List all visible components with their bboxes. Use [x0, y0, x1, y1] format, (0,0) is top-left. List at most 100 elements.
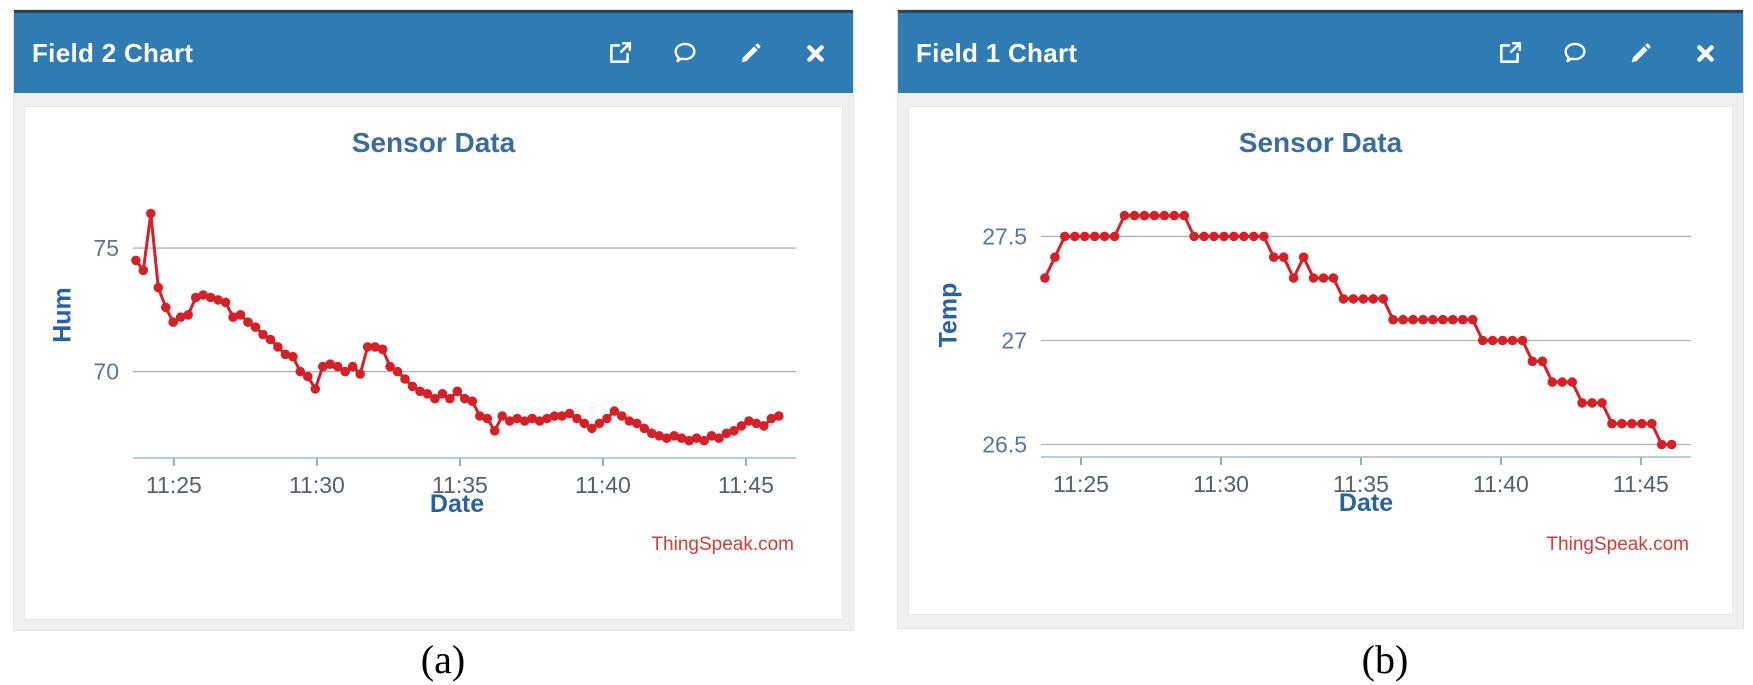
x-tick-label: 11:45	[718, 472, 774, 498]
data-point-marker	[183, 310, 193, 320]
panel-header: Field 2 Chart	[14, 13, 853, 93]
data-point-marker	[325, 359, 336, 369]
thingspeak-credit-link[interactable]: ThingSpeak.com	[1546, 534, 1689, 555]
data-point-marker	[243, 317, 253, 327]
data-point-marker	[385, 361, 395, 372]
subfigure-caption-a: (a)	[420, 637, 466, 682]
data-point-marker	[475, 411, 485, 421]
data-point-marker	[1527, 356, 1538, 367]
data-point-marker	[153, 282, 164, 293]
data-point-marker	[774, 411, 784, 421]
chart-title: Sensor Data	[351, 127, 516, 158]
data-point-marker	[310, 384, 321, 394]
data-point-marker	[1607, 418, 1617, 429]
data-point-marker	[168, 317, 178, 327]
data-point-marker	[452, 386, 463, 397]
data-point-marker	[1119, 210, 1130, 221]
data-point-marker	[646, 428, 657, 439]
data-point-marker	[161, 302, 171, 313]
external-link-icon[interactable]	[1496, 39, 1524, 67]
data-point-marker	[400, 374, 410, 384]
data-point-marker	[736, 421, 747, 431]
data-point-marker	[1507, 335, 1518, 346]
data-point-marker	[175, 312, 186, 322]
data-point-marker	[437, 389, 448, 399]
data-point-marker	[131, 255, 141, 266]
data-point-marker	[1288, 273, 1299, 283]
panel-field1-chart: Field 1 Chart	[898, 10, 1743, 628]
data-point-marker	[1656, 439, 1667, 450]
comment-icon[interactable]	[671, 39, 699, 67]
data-point-marker	[661, 433, 672, 444]
data-point-marker	[572, 413, 582, 424]
data-point-marker	[392, 366, 403, 377]
y-axis-title: Hum	[48, 287, 77, 343]
data-point-marker	[534, 416, 545, 426]
thingspeak-credit-link[interactable]: ThingSpeak.com	[651, 534, 794, 555]
data-point-marker	[146, 208, 156, 219]
data-point-marker	[542, 413, 552, 424]
external-link-icon[interactable]	[606, 39, 634, 67]
data-point-marker	[1129, 210, 1140, 221]
y-axis-title: Temp	[934, 282, 963, 348]
data-point-marker	[759, 421, 769, 431]
panel-title: Field 2 Chart	[32, 37, 194, 68]
data-point-marker	[1577, 398, 1587, 408]
data-point-marker	[467, 396, 478, 407]
data-point-marker	[699, 435, 709, 446]
data-point-marker	[1268, 252, 1279, 262]
data-point-marker	[1587, 398, 1597, 408]
data-point-marker	[430, 393, 440, 404]
data-point-marker	[497, 411, 508, 421]
data-point-marker	[1448, 314, 1458, 325]
data-point-marker	[1378, 294, 1388, 304]
data-point-marker	[549, 411, 560, 421]
data-point-marker	[766, 413, 777, 424]
data-point-marker	[1637, 418, 1647, 429]
edit-icon[interactable]	[1626, 39, 1654, 67]
data-point-marker	[1229, 231, 1239, 242]
data-point-marker	[1438, 314, 1448, 325]
close-icon[interactable]	[1691, 39, 1719, 67]
data-point-marker	[729, 426, 739, 436]
x-axis-title: Date	[429, 490, 485, 518]
data-point-marker	[1487, 335, 1498, 346]
data-point-marker	[1249, 231, 1259, 242]
data-point-marker	[1070, 231, 1080, 242]
close-icon[interactable]	[801, 39, 829, 67]
x-tick-label: 11:25	[146, 472, 202, 498]
data-point-marker	[632, 418, 642, 429]
data-point-marker	[1259, 231, 1269, 242]
data-point-marker	[415, 386, 425, 397]
temperature-chart-plot: 26.5 27 27.5 11:25 11:30 11:35 11:40 11:45	[982, 210, 1691, 497]
edit-icon[interactable]	[736, 39, 764, 67]
comment-icon[interactable]	[1561, 39, 1589, 67]
data-point-marker	[1666, 439, 1677, 450]
y-tick-label: 75	[93, 235, 119, 261]
data-point-marker	[489, 426, 500, 436]
humidity-chart-plot: 70 75 11:25 11:30 11:35 11:40 11:45	[93, 208, 796, 498]
data-point-marker	[138, 265, 149, 276]
data-point-marker	[1060, 231, 1070, 242]
data-point-marker	[1428, 314, 1438, 325]
x-tick-label: 11:35	[1333, 471, 1389, 497]
data-point-marker	[1368, 294, 1378, 304]
data-point-marker	[1149, 210, 1160, 221]
data-point-marker	[445, 393, 455, 404]
data-point-marker	[347, 361, 358, 372]
data-point-marker	[422, 389, 433, 399]
data-point-marker	[684, 435, 694, 446]
data-point-marker	[751, 418, 762, 429]
data-point-marker	[594, 418, 605, 429]
data-point-marker	[205, 292, 216, 303]
data-point-marker	[288, 351, 298, 362]
y-tick-label: 27	[1001, 327, 1027, 353]
data-point-marker	[1647, 418, 1657, 429]
data-point-marker	[258, 329, 268, 340]
data-point-marker	[1199, 231, 1209, 242]
data-point-marker	[190, 292, 201, 303]
data-point-marker	[220, 297, 231, 308]
panel-body: 70 75 11:25 11:30 11:35 11:40 11:45 Sensor Dat…	[14, 96, 853, 630]
data-point-marker	[1477, 335, 1488, 346]
